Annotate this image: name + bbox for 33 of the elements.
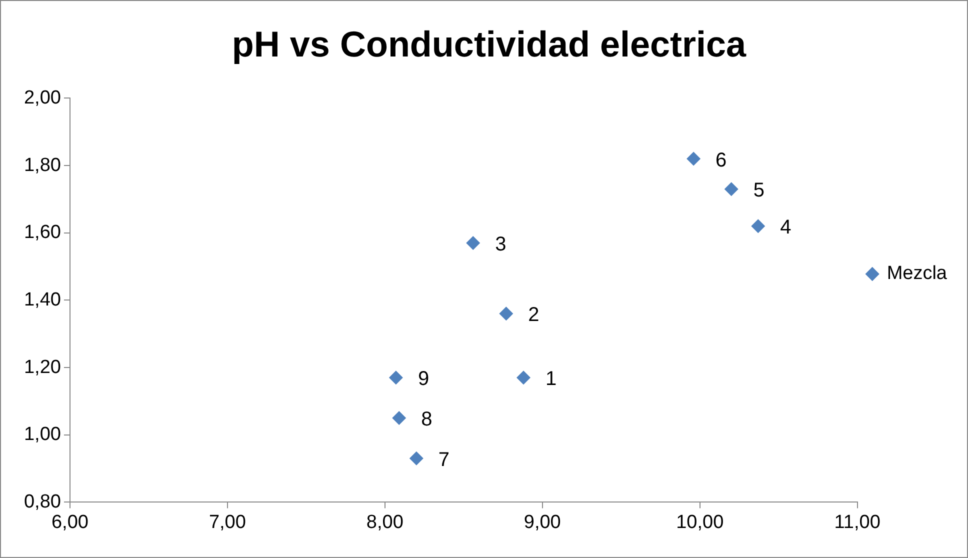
annotation: 3 [495,233,506,256]
x-tick-label: 8,00 [366,512,404,533]
y-tick-label: 1,60 [24,222,61,244]
x-tick-label: 11,00 [834,512,880,533]
legend-label: Mezcla [886,263,948,284]
y-tick-label: 2,00 [24,87,61,108]
point [686,152,701,166]
annotation: 7 [438,448,450,471]
y-tick-label: 1,00 [24,424,61,446]
y-tick-label: 1,20 [24,356,61,378]
point [409,451,424,466]
x-tick-label: 7,00 [208,512,246,533]
annotation: 1 [545,368,557,390]
annotation: 6 [716,149,727,172]
point [466,236,480,250]
point [751,219,766,234]
annotation: 8 [421,408,432,431]
y-tick-label: 1,80 [24,154,61,176]
annotation: 4 [780,216,792,239]
chart-title: pH vs Conductividad electrica [232,24,748,65]
point [499,306,514,321]
x-tick-label: 6,00 [51,512,88,533]
point [516,370,530,385]
y-tick-label: 1,40 [24,289,61,310]
y-tick-label: 0,80 [24,491,61,512]
point [724,182,738,196]
x-tick-label: 9,00 [524,512,561,533]
point [388,370,403,385]
annotation: 5 [753,180,764,202]
x-tick-label: 10,00 [676,512,724,533]
annotation: 2 [528,304,540,326]
point [392,411,406,426]
annotation: 9 [418,368,430,390]
